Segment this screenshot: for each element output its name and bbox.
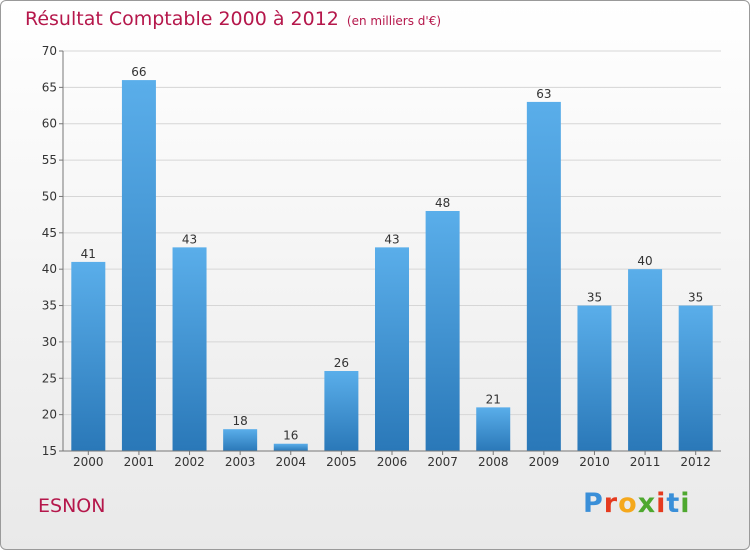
x-tick-label-2010: 2010 xyxy=(579,455,610,469)
bar-2002 xyxy=(172,247,207,451)
y-axis-ticks: 15 20 25 30 35 40 45 50 55 60 65 70 xyxy=(42,44,63,458)
chart-title-text: Résultat Comptable 2000 à 2012 xyxy=(25,8,339,30)
x-tick-label-2011: 2011 xyxy=(630,455,661,469)
y-tick-label: 30 xyxy=(42,335,57,349)
x-tick-label-2001: 2001 xyxy=(124,455,155,469)
data-label-2009: 63 xyxy=(536,87,551,101)
x-tick-label-2005: 2005 xyxy=(326,455,357,469)
y-tick-label: 70 xyxy=(42,44,57,58)
bar-2003 xyxy=(223,429,258,451)
data-label-2003: 18 xyxy=(233,414,248,428)
y-tick-label: 35 xyxy=(42,299,57,313)
bar-2010 xyxy=(577,305,612,451)
x-tick-label-2009: 2009 xyxy=(529,455,560,469)
x-tick-label-2002: 2002 xyxy=(174,455,205,469)
y-tick-label: 60 xyxy=(42,117,57,131)
data-label-2007: 48 xyxy=(435,196,450,210)
bars: 41 66 43 18 16 26 43 48 21 63 35 40 35 xyxy=(71,65,713,451)
y-tick-label: 65 xyxy=(42,80,57,94)
bar-2009 xyxy=(526,101,561,451)
x-tick-label-2006: 2006 xyxy=(377,455,408,469)
bar-2007 xyxy=(425,211,460,451)
logo-letter: o xyxy=(618,488,638,519)
logo-letter: x xyxy=(637,488,657,519)
y-tick-label: 20 xyxy=(42,408,57,422)
y-tick-label: 15 xyxy=(42,444,57,458)
bar-2000 xyxy=(71,261,106,451)
data-label-2001: 66 xyxy=(131,65,146,79)
bar-2011 xyxy=(628,269,663,451)
logo-letter: i xyxy=(656,488,667,519)
y-tick-label: 55 xyxy=(42,153,57,167)
chart-subtitle: (en milliers d'€) xyxy=(346,14,442,28)
chart-title: Résultat Comptable 2000 à 2012 (en millie… xyxy=(25,8,441,30)
location-label: ESNON xyxy=(38,495,106,517)
y-tick-label: 45 xyxy=(42,226,57,240)
bar-2008 xyxy=(476,407,511,451)
x-tick-label-2007: 2007 xyxy=(427,455,458,469)
y-tick-label: 25 xyxy=(42,371,57,385)
logo-letter: i xyxy=(680,488,691,519)
bar-2005 xyxy=(324,371,359,451)
data-label-2002: 43 xyxy=(182,232,197,246)
bar-2004 xyxy=(273,443,308,451)
data-label-2005: 26 xyxy=(334,356,349,370)
x-tick-label-2003: 2003 xyxy=(225,455,256,469)
data-label-2012: 35 xyxy=(688,291,703,305)
data-label-2006: 43 xyxy=(384,232,399,246)
y-tick-label: 50 xyxy=(42,189,57,203)
proxiti-logo[interactable]: Proxiti xyxy=(583,488,691,519)
data-label-2011: 40 xyxy=(637,254,652,268)
x-tick-label-2000: 2000 xyxy=(73,455,104,469)
data-label-2000: 41 xyxy=(81,247,96,261)
data-label-2004: 16 xyxy=(283,429,298,443)
y-tick-label: 40 xyxy=(42,262,57,276)
logo-letter: P xyxy=(583,488,604,519)
bar-2006 xyxy=(375,247,409,451)
bar-2012 xyxy=(678,305,713,451)
data-label-2010: 35 xyxy=(587,291,602,305)
x-axis-ticks: 2000 2001 2002 2003 2004 2005 2006 2007 2008 2009… xyxy=(73,451,711,469)
data-label-2008: 21 xyxy=(486,392,501,406)
bar-2001 xyxy=(121,80,156,451)
x-tick-label-2008: 2008 xyxy=(478,455,509,469)
x-tick-label-2004: 2004 xyxy=(275,455,306,469)
x-tick-label-2012: 2012 xyxy=(680,455,711,469)
logo-letter: t xyxy=(666,488,681,519)
logo-letter: r xyxy=(603,488,619,519)
